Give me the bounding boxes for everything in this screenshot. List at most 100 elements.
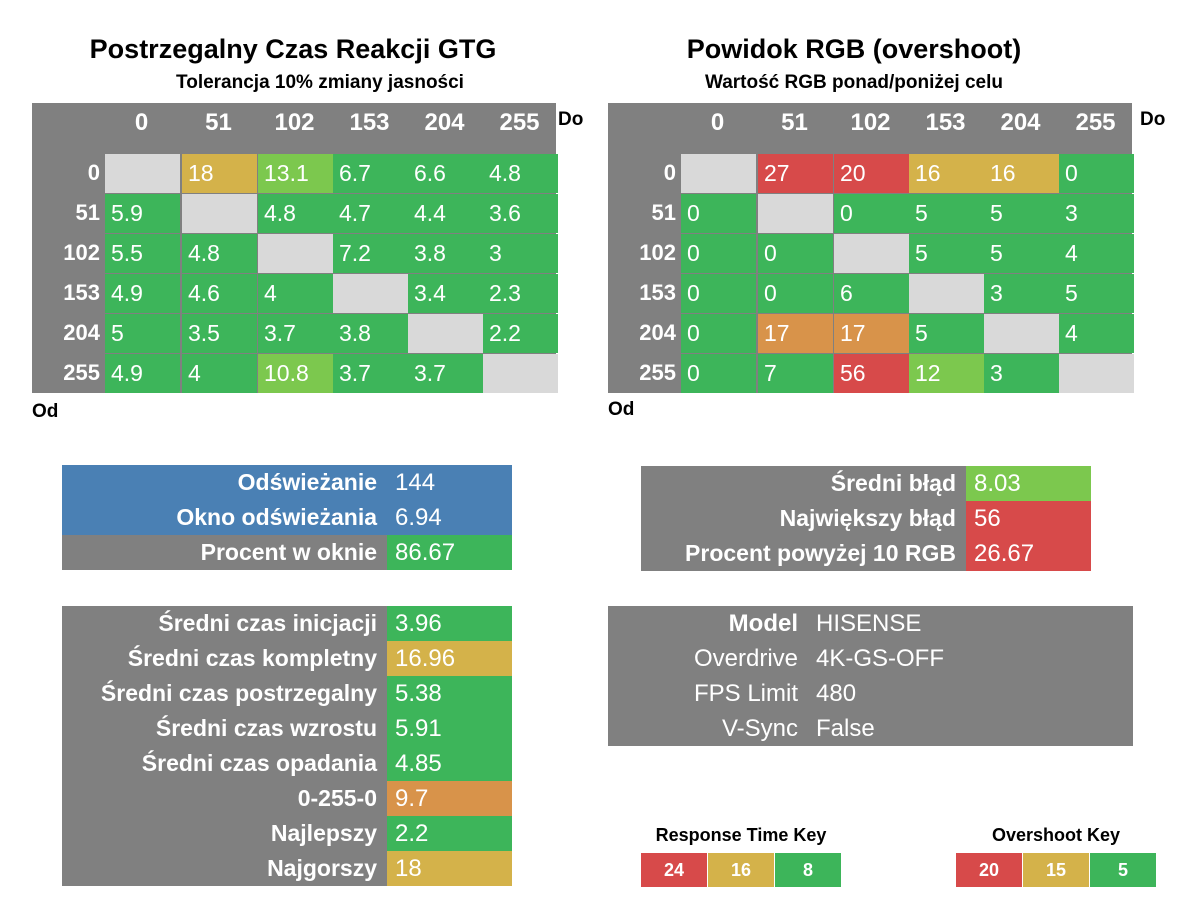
overshoot-cell: 4 bbox=[1059, 234, 1134, 273]
error-row: Procent powyżej 10 RGB 26.67 bbox=[641, 536, 1091, 571]
overshoot-diagonal-cell bbox=[909, 274, 984, 313]
gtg-cell: 3 bbox=[483, 234, 558, 273]
overshoot-cell: 0 bbox=[681, 194, 756, 233]
time-stat-row: Średni czas postrzegalny 5.38 bbox=[62, 676, 512, 711]
info-label: Model bbox=[728, 609, 798, 637]
gtg-cell: 4.9 bbox=[105, 354, 180, 393]
overshoot-cell: 0 bbox=[834, 194, 909, 233]
gtg-row-header: 204 bbox=[63, 320, 100, 345]
gtg-cell: 5 bbox=[105, 314, 180, 353]
error-row: Największy błąd 56 bbox=[641, 501, 1091, 536]
overshoot-cell: 5 bbox=[909, 194, 984, 233]
time-stat-value: 4.85 bbox=[387, 746, 512, 781]
gtg-cell: 3.4 bbox=[408, 274, 483, 313]
gtg-cell: 4.8 bbox=[483, 154, 558, 193]
gtg-row-header: 0 bbox=[87, 160, 100, 185]
gtg-row-header: 153 bbox=[63, 280, 100, 305]
overshoot-cell: 3 bbox=[1059, 194, 1134, 233]
error-value: 56 bbox=[966, 501, 1091, 536]
overshoot-title: Powidok RGB (overshoot) bbox=[686, 34, 1022, 64]
time-stat-row: Najgorszy 18 bbox=[62, 851, 512, 886]
overshoot-cell: 27 bbox=[758, 154, 833, 193]
time-stat-row: Średni czas inicjacji 3.96 bbox=[62, 606, 512, 641]
gtg-diagonal-cell bbox=[483, 354, 558, 393]
gtg-cell: 4.6 bbox=[182, 274, 257, 313]
time-stat-label: Średni czas kompletny bbox=[127, 645, 377, 671]
overshoot-cell: 0 bbox=[681, 234, 756, 273]
gtg-cell: 4.9 bbox=[105, 274, 180, 313]
time-stat-value: 9.7 bbox=[387, 781, 512, 816]
refresh-panel: Odświeżanie 144 Okno odświeżania 6.94 Procen… bbox=[62, 465, 512, 570]
gtg-cell: 4.7 bbox=[333, 194, 408, 233]
overshoot-key-swatch: 20 bbox=[956, 853, 1022, 887]
gtg-cell: 3.7 bbox=[408, 354, 483, 393]
gtg-matrix: 0 51 102 153 204 255 0 18 13.1 6.7 6.6 4.8 51 5.9 4.8 4… bbox=[32, 103, 558, 393]
refresh-value: 6.94 bbox=[387, 500, 512, 535]
gtg-diagonal-cell bbox=[408, 314, 483, 353]
gtg-title: Postrzegalny Czas Reakcji GTG bbox=[89, 34, 497, 64]
time-stat-value: 16.96 bbox=[387, 641, 512, 676]
overshoot-col-header: 102 bbox=[850, 109, 891, 136]
info-row: V-Sync False bbox=[608, 711, 1133, 746]
info-row: FPS Limit 480 bbox=[608, 676, 1133, 711]
overshoot-cell: 0 bbox=[758, 274, 833, 313]
overshoot-cell: 0 bbox=[681, 354, 756, 393]
gtg-cell: 7.2 bbox=[333, 234, 408, 273]
error-label: Procent powyżej 10 RGB bbox=[685, 540, 956, 566]
gtg-cell: 10.8 bbox=[258, 354, 333, 393]
gtg-cell: 2.3 bbox=[483, 274, 558, 313]
overshoot-cell: 0 bbox=[758, 234, 833, 273]
overshoot-cell: 5 bbox=[984, 194, 1059, 233]
refresh-row: Odświeżanie 144 bbox=[62, 465, 512, 500]
overshoot-cell: 5 bbox=[909, 234, 984, 273]
gtg-cell: 3.8 bbox=[333, 314, 408, 353]
time-stat-row: Średni czas wzrostu 5.91 bbox=[62, 711, 512, 746]
overshoot-row-header: 51 bbox=[651, 200, 676, 225]
time-stat-row: Średni czas opadania 4.85 bbox=[62, 746, 512, 781]
gtg-cell: 3.7 bbox=[333, 354, 408, 393]
gtg-row-header: 255 bbox=[63, 360, 100, 385]
overshoot-row-header: 204 bbox=[639, 320, 676, 345]
overshoot-key-swatch: 15 bbox=[1023, 853, 1089, 887]
gtg-col-header: 204 bbox=[424, 109, 465, 136]
gtg-col-header: 255 bbox=[499, 109, 540, 136]
time-stat-label: Średni czas wzrostu bbox=[155, 715, 377, 741]
overshoot-subtitle: Wartość RGB ponad/poniżej celu bbox=[704, 72, 1004, 93]
overshoot-cell: 7 bbox=[758, 354, 833, 393]
gtg-col-header: 0 bbox=[134, 109, 149, 136]
refresh-label: Procent w oknie bbox=[62, 535, 387, 570]
overshoot-col-header: 51 bbox=[781, 109, 808, 136]
error-panel: Średni błąd 8.03 Największy błąd 56 Procent … bbox=[641, 466, 1091, 571]
overshoot-cell: 5 bbox=[1059, 274, 1134, 313]
overshoot-cell: 17 bbox=[834, 314, 909, 353]
overshoot-diagonal-cell bbox=[758, 194, 833, 233]
gtg-diagonal-cell bbox=[333, 274, 408, 313]
gtg-cell: 18 bbox=[182, 154, 257, 193]
info-value: 480 bbox=[816, 679, 857, 707]
time-stat-row: Średni czas kompletny 16.96 bbox=[62, 641, 512, 676]
overshoot-cell: 0 bbox=[681, 274, 756, 313]
gtg-row-header: 51 bbox=[75, 200, 100, 225]
refresh-value: 86.67 bbox=[387, 535, 512, 570]
info-label: Overdrive bbox=[693, 644, 798, 672]
info-label: FPS Limit bbox=[693, 679, 798, 707]
overshoot-col-header: 0 bbox=[710, 109, 725, 136]
overshoot-col-header: 153 bbox=[925, 109, 966, 136]
time-stat-label: Średni czas postrzegalny bbox=[100, 680, 377, 706]
overshoot-diagonal-cell bbox=[681, 154, 756, 193]
overshoot-key-swatch: 5 bbox=[1090, 853, 1156, 887]
gtg-cell: 4.4 bbox=[408, 194, 483, 233]
gtg-cell: 4.8 bbox=[258, 194, 333, 233]
overshoot-cell: 6 bbox=[834, 274, 909, 313]
gtg-col-header: 51 bbox=[205, 109, 232, 136]
overshoot-cell: 3 bbox=[984, 274, 1059, 313]
overshoot-key-title: Overshoot Key bbox=[991, 825, 1121, 845]
time-stat-value: 5.38 bbox=[387, 676, 512, 711]
refresh-value: 144 bbox=[387, 465, 512, 500]
gtg-cell: 4 bbox=[182, 354, 257, 393]
gtg-cell: 5.5 bbox=[105, 234, 180, 273]
response-key-swatch: 24 bbox=[641, 853, 707, 887]
gtg-from-label: Od bbox=[32, 401, 59, 422]
overshoot-cell: 4 bbox=[1059, 314, 1134, 353]
gtg-cell: 4 bbox=[258, 274, 333, 313]
